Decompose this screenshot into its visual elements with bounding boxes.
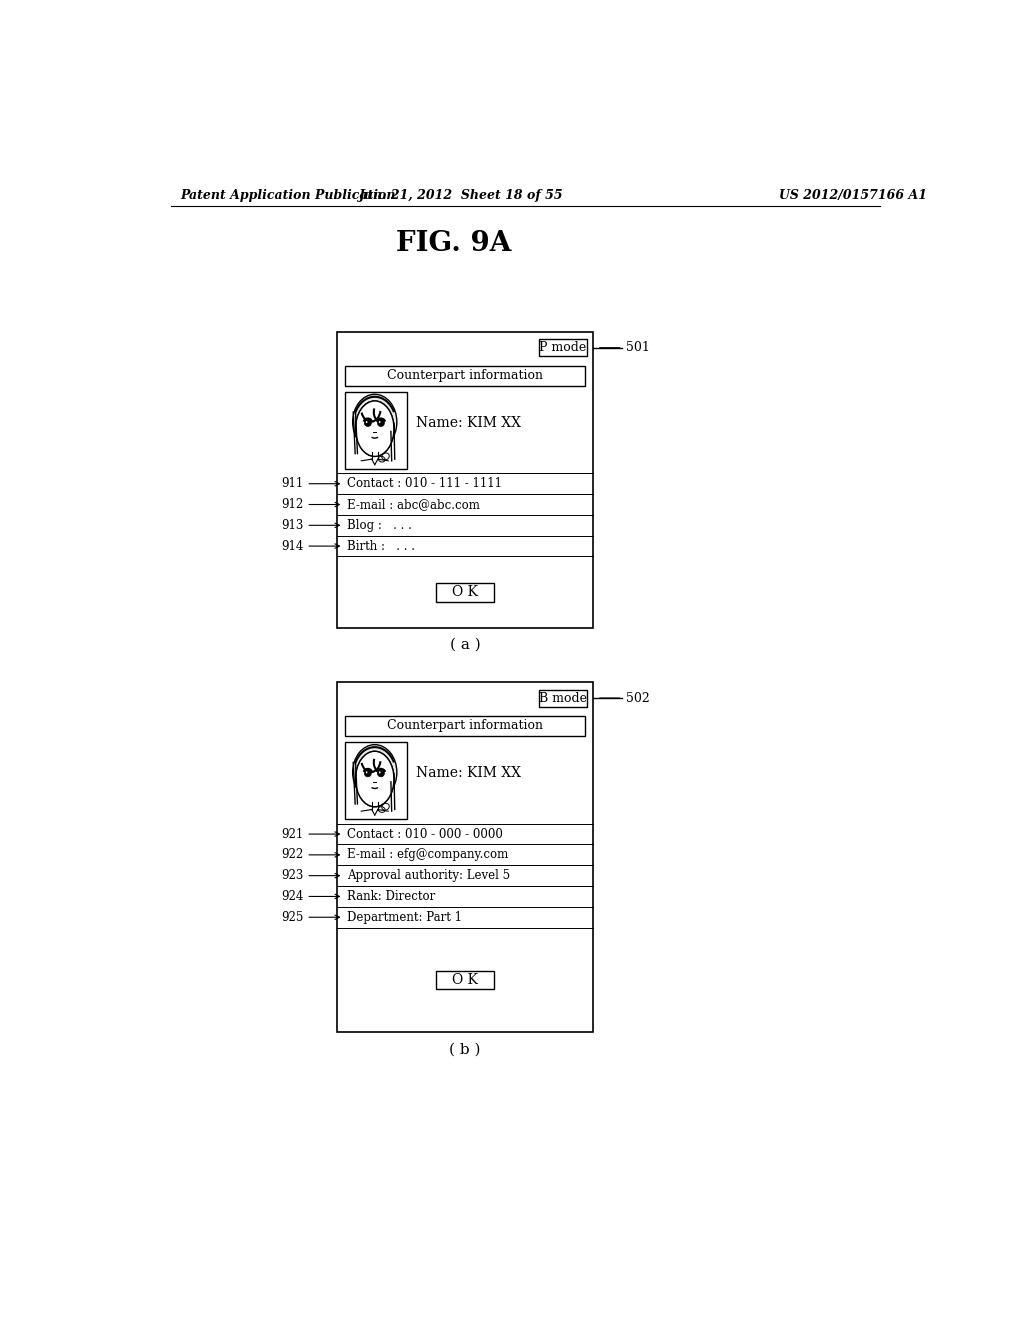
Text: Approval authority: Level 5: Approval authority: Level 5	[347, 869, 510, 882]
Ellipse shape	[366, 421, 368, 424]
Ellipse shape	[355, 751, 394, 807]
Text: O K: O K	[453, 973, 478, 987]
Bar	[345, 366, 586, 385]
Text: Rank: Director: Rank: Director	[347, 890, 435, 903]
Bar	[436, 583, 495, 602]
Ellipse shape	[355, 751, 394, 807]
Ellipse shape	[352, 744, 397, 800]
Ellipse shape	[352, 395, 397, 450]
Text: 501: 501	[626, 342, 649, 354]
Ellipse shape	[379, 421, 381, 424]
Text: 502: 502	[626, 692, 649, 705]
Ellipse shape	[365, 420, 372, 426]
Text: Birth :   . . .: Birth : . . .	[347, 540, 416, 553]
Text: Jun. 21, 2012  Sheet 18 of 55: Jun. 21, 2012 Sheet 18 of 55	[359, 189, 563, 202]
Ellipse shape	[378, 770, 384, 776]
Bar	[345, 392, 407, 469]
Bar	[539, 339, 587, 356]
Ellipse shape	[366, 771, 368, 774]
Text: P mode: P mode	[540, 342, 587, 354]
Ellipse shape	[365, 770, 372, 776]
Text: Contact : 010 - 111 - 1111: Contact : 010 - 111 - 1111	[347, 478, 503, 490]
Text: Counterpart information: Counterpart information	[387, 719, 543, 733]
Text: Name: KIM XX: Name: KIM XX	[417, 416, 521, 429]
Ellipse shape	[379, 771, 381, 774]
Text: US 2012/0157166 A1: US 2012/0157166 A1	[779, 189, 927, 202]
Bar	[539, 689, 587, 706]
Text: Contact : 010 - 000 - 0000: Contact : 010 - 000 - 0000	[347, 828, 503, 841]
Text: Name: KIM XX: Name: KIM XX	[417, 766, 521, 780]
Bar	[345, 715, 586, 737]
Text: FIG. 9A: FIG. 9A	[396, 230, 511, 256]
Bar	[345, 742, 407, 818]
Text: E-mail : abc@abc.com: E-mail : abc@abc.com	[347, 498, 480, 511]
Text: ( b ): ( b )	[450, 1043, 481, 1056]
Ellipse shape	[355, 401, 394, 457]
Text: Counterpart information: Counterpart information	[387, 370, 543, 381]
Bar	[337, 331, 593, 628]
Text: 924: 924	[282, 890, 304, 903]
Ellipse shape	[378, 420, 384, 426]
Text: 921: 921	[282, 828, 304, 841]
Text: ( a ): ( a )	[450, 638, 480, 652]
Text: Patent Application Publication: Patent Application Publication	[180, 189, 396, 202]
Bar	[337, 682, 593, 1032]
Ellipse shape	[355, 401, 394, 457]
Text: E-mail : efg@company.com: E-mail : efg@company.com	[347, 849, 509, 862]
Text: B mode: B mode	[539, 692, 587, 705]
Text: 911: 911	[282, 478, 304, 490]
Text: 922: 922	[282, 849, 304, 862]
Text: 923: 923	[282, 869, 304, 882]
Bar	[436, 970, 495, 989]
Text: O K: O K	[453, 585, 478, 599]
Text: 914: 914	[282, 540, 304, 553]
Text: 925: 925	[282, 911, 304, 924]
Text: 912: 912	[282, 498, 304, 511]
Text: Department: Part 1: Department: Part 1	[347, 911, 462, 924]
Text: 913: 913	[282, 519, 304, 532]
Text: Blog :   . . .: Blog : . . .	[347, 519, 413, 532]
